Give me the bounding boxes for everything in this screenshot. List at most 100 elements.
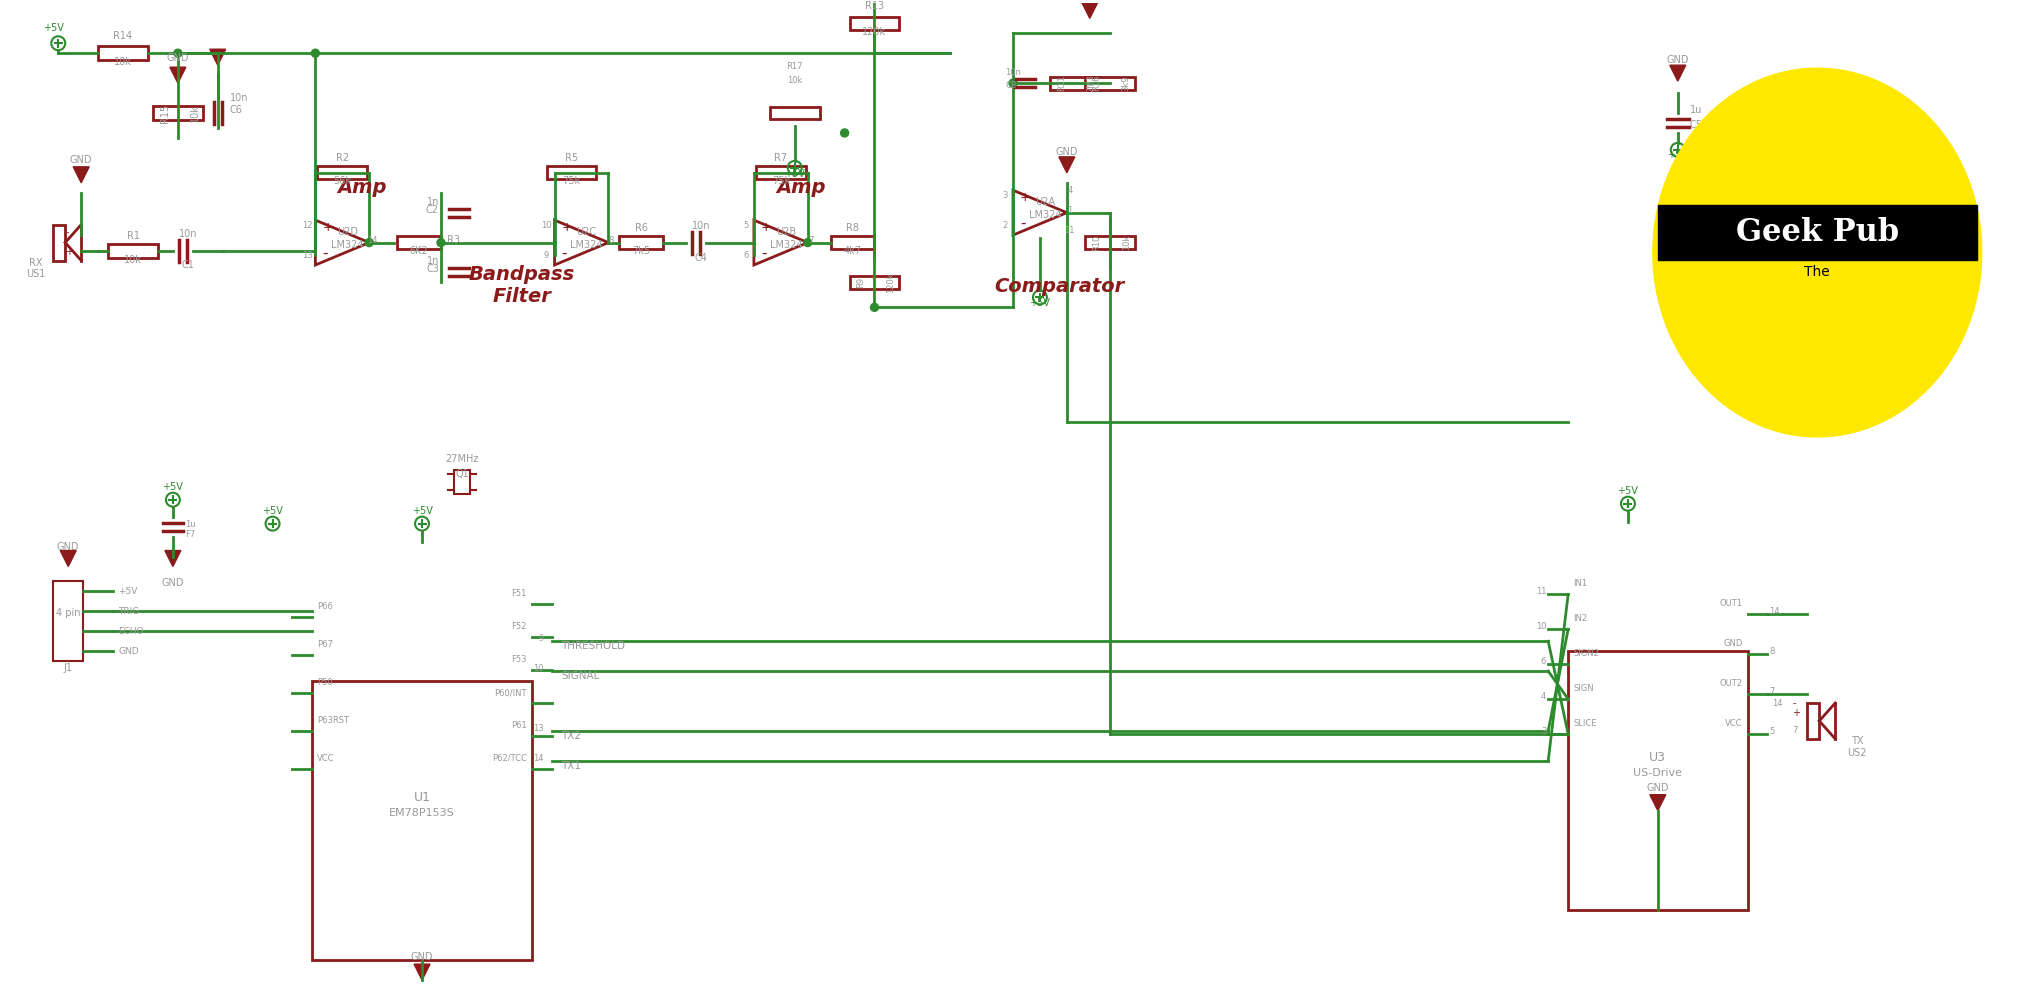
Bar <box>398 236 440 249</box>
Text: C6: C6 <box>230 105 243 115</box>
Text: SIGN2: SIGN2 <box>1572 649 1599 658</box>
Text: -: - <box>65 227 69 237</box>
Text: -: - <box>322 246 328 261</box>
Text: U2D: U2D <box>336 227 357 237</box>
Text: 1: 1 <box>1066 206 1073 215</box>
Text: OUT2: OUT2 <box>1719 679 1741 688</box>
Bar <box>455 470 469 494</box>
Text: R13: R13 <box>865 1 883 11</box>
Text: GND: GND <box>167 53 190 63</box>
Circle shape <box>803 239 812 247</box>
Polygon shape <box>1650 794 1666 810</box>
Text: +: + <box>1792 708 1800 718</box>
Text: R3: R3 <box>447 235 459 245</box>
Bar <box>318 166 367 179</box>
Text: Amp: Amp <box>775 178 826 197</box>
Ellipse shape <box>1652 68 1980 437</box>
Circle shape <box>312 49 320 57</box>
Text: GND: GND <box>1666 55 1688 65</box>
Text: US-Drive: US-Drive <box>1633 768 1682 778</box>
Text: 4 pin: 4 pin <box>55 608 80 618</box>
Text: P63RST: P63RST <box>318 716 349 725</box>
Text: R15: R15 <box>159 103 169 123</box>
Text: F51: F51 <box>512 589 526 598</box>
Text: R17: R17 <box>787 62 803 71</box>
Text: +: + <box>1020 191 1030 204</box>
Text: VCC: VCC <box>1725 719 1741 728</box>
Text: GND: GND <box>1054 147 1077 157</box>
Text: C2: C2 <box>426 205 438 215</box>
Text: R1: R1 <box>126 231 139 241</box>
Text: R11: R11 <box>1056 75 1064 91</box>
Text: 9: 9 <box>538 634 542 643</box>
Polygon shape <box>414 964 430 980</box>
Circle shape <box>871 304 879 312</box>
Text: 3k9: 3k9 <box>1121 75 1130 91</box>
Polygon shape <box>165 550 181 566</box>
Text: C3: C3 <box>426 265 438 275</box>
Text: Amp: Amp <box>336 178 387 197</box>
Text: 5: 5 <box>742 221 748 230</box>
Text: 10k: 10k <box>190 104 200 122</box>
Text: 2: 2 <box>1001 221 1007 230</box>
Text: 9: 9 <box>544 251 548 260</box>
Circle shape <box>365 239 373 247</box>
Text: 10n: 10n <box>230 93 249 103</box>
Text: U3: U3 <box>1648 751 1666 764</box>
Text: GND: GND <box>1723 639 1741 648</box>
Text: 12: 12 <box>302 221 312 230</box>
Text: 7k5: 7k5 <box>632 246 650 256</box>
Text: IN2: IN2 <box>1572 614 1586 623</box>
Circle shape <box>436 239 445 247</box>
Bar <box>756 166 805 179</box>
Text: ECHO: ECHO <box>118 626 143 635</box>
Text: 3: 3 <box>1001 191 1007 200</box>
Text: TX
US2: TX US2 <box>1847 736 1866 758</box>
Text: 1n: 1n <box>426 257 438 267</box>
Text: +5V: +5V <box>43 23 63 33</box>
Text: 10: 10 <box>1535 622 1546 631</box>
Text: U1: U1 <box>414 790 430 803</box>
Text: LM324: LM324 <box>1028 210 1060 220</box>
Text: Bandpass
Filter: Bandpass Filter <box>469 266 575 307</box>
Text: 4: 4 <box>1066 186 1073 195</box>
Text: OUT1: OUT1 <box>1719 599 1741 608</box>
Text: 4: 4 <box>1539 692 1546 701</box>
Text: 6K2: 6K2 <box>410 246 428 256</box>
Circle shape <box>173 49 181 57</box>
Text: -: - <box>1792 698 1794 708</box>
Text: 4k7: 4k7 <box>844 246 860 256</box>
Text: Comparator: Comparator <box>995 278 1123 297</box>
Text: LM324: LM324 <box>571 240 602 250</box>
Text: 10: 10 <box>532 664 542 673</box>
Bar <box>53 225 65 261</box>
Text: LM324: LM324 <box>330 240 363 250</box>
Text: -: - <box>761 246 767 261</box>
Text: P67: P67 <box>318 640 332 649</box>
Text: 8: 8 <box>608 236 614 245</box>
Text: +: + <box>322 221 332 234</box>
Bar <box>153 106 202 120</box>
Bar <box>848 276 899 289</box>
Text: P62/TCC: P62/TCC <box>491 754 526 763</box>
Text: TX1: TX1 <box>561 761 581 771</box>
Text: SIGNAL: SIGNAL <box>561 671 599 681</box>
Text: +5V: +5V <box>783 169 805 179</box>
Text: +5V: +5V <box>163 482 184 492</box>
Text: 10k: 10k <box>1121 235 1130 251</box>
Text: C5: C5 <box>1688 120 1703 130</box>
Text: P61: P61 <box>510 721 526 730</box>
Text: +5V: +5V <box>1617 486 1637 496</box>
Text: EM78P153S: EM78P153S <box>389 807 455 817</box>
Text: 10: 10 <box>540 221 553 230</box>
Text: THRESHOLD: THRESHOLD <box>561 641 626 651</box>
Bar <box>1085 77 1134 90</box>
Text: F52: F52 <box>512 622 526 631</box>
Text: F7: F7 <box>186 529 196 538</box>
Text: IN1: IN1 <box>1572 579 1586 588</box>
Text: J1: J1 <box>63 663 73 673</box>
Text: 27MHz: 27MHz <box>445 454 479 464</box>
Polygon shape <box>73 167 90 183</box>
Text: GND: GND <box>118 646 139 655</box>
Text: -: - <box>561 246 567 261</box>
